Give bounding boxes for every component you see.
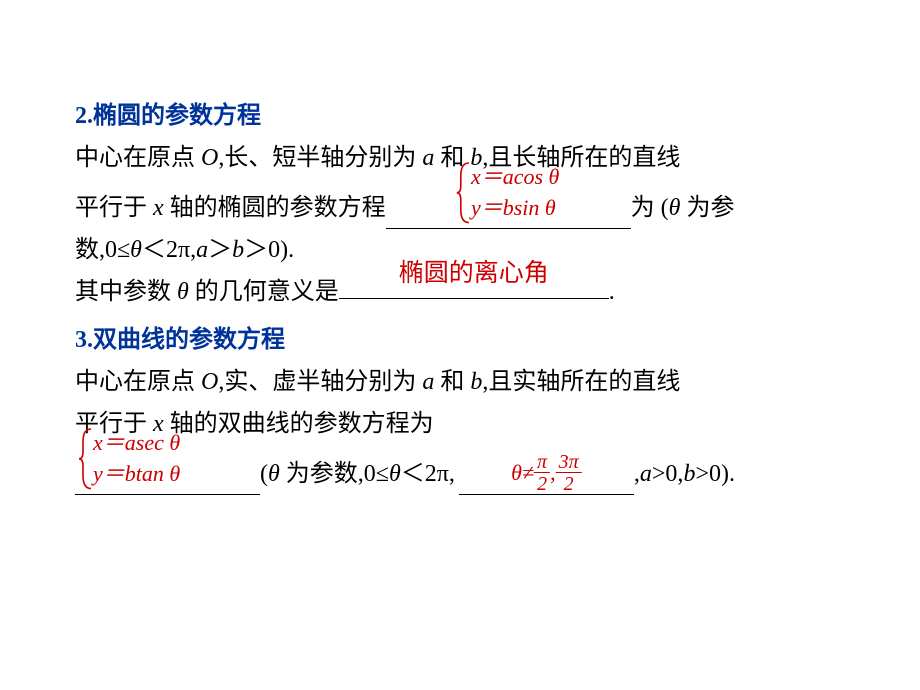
blank-hyperbola-eq: x＝asec θ y＝btan θ xyxy=(75,469,260,495)
var-theta: θ xyxy=(268,461,280,487)
text: 为 ( xyxy=(631,195,669,221)
var-theta: θ xyxy=(177,279,189,305)
text: 中心在原点 xyxy=(75,145,201,171)
text: 为参数,0≤ xyxy=(280,461,389,487)
text: ＞ xyxy=(208,237,232,263)
heading-2: 2.椭圆的参数方程 xyxy=(75,95,845,137)
text: 数,0≤ xyxy=(75,237,130,263)
text: 轴的椭圆的参数方程 xyxy=(164,195,386,221)
denominator: 2 xyxy=(534,473,550,494)
text: 为参 xyxy=(680,195,734,221)
numerator: π xyxy=(534,452,550,473)
text: ＜2π, xyxy=(401,461,455,487)
text: >0, xyxy=(652,461,684,487)
var-b: b xyxy=(470,369,482,395)
eccentric-angle-answer: 椭圆的离心角 xyxy=(399,252,549,296)
section-hyperbola: 3.双曲线的参数方程 中心在原点 O,实、虚半轴分别为 a 和 b,且实轴所在的… xyxy=(75,319,845,495)
theta-exclusion-answer: θ≠ π 2 , 3π 2 xyxy=(511,451,581,494)
blank-theta-exclusion: θ≠ π 2 , 3π 2 xyxy=(459,469,634,495)
eq-x: x＝acos θ xyxy=(471,162,559,193)
eq-y: y＝bsin θ xyxy=(471,193,559,224)
frac-3pi-2: 3π 2 xyxy=(556,452,582,494)
var-theta: θ xyxy=(130,237,142,263)
var-x: x xyxy=(153,195,164,221)
eq-x: x＝asec θ xyxy=(93,428,180,459)
blank-eccentric: 椭圆的离心角 xyxy=(339,273,609,299)
hyperbola-parametric-eq: x＝asec θ y＝btan θ xyxy=(75,428,180,490)
hyperbola-line2: 平行于 x 轴的双曲线的参数方程为 xyxy=(75,403,845,445)
eq-y: y＝btan θ xyxy=(93,459,180,490)
hyperbola-line1: 中心在原点 O,实、虚半轴分别为 a 和 b,且实轴所在的直线 xyxy=(75,361,845,403)
blank-ellipse-eq: x＝acos θ y＝bsin θ xyxy=(386,203,631,229)
text: . xyxy=(609,279,615,305)
text: 轴的双曲线的参数方程为 xyxy=(164,411,434,437)
frac-pi-2: π 2 xyxy=(534,452,550,494)
var-theta: θ xyxy=(669,195,681,221)
var-O: O xyxy=(201,369,218,395)
var-b: b xyxy=(232,237,244,263)
var-a: a xyxy=(422,145,434,171)
text: 其中参数 xyxy=(75,279,177,305)
ellipse-line2: 平行于 x 轴的椭圆的参数方程 x＝acos θ y＝bsin θ 为 (θ 为… xyxy=(75,187,845,229)
hyperbola-line3: x＝asec θ y＝btan θ (θ 为参数,0≤θ＜2π, θ≠ π 2 … xyxy=(75,453,845,495)
text: 平行于 xyxy=(75,195,153,221)
text: ,且实轴所在的直线 xyxy=(482,369,680,395)
text: ,实、虚半轴分别为 xyxy=(218,369,422,395)
text: ( xyxy=(260,461,268,487)
ellipse-line4: 其中参数 θ 的几何意义是 椭圆的离心角 . xyxy=(75,271,845,313)
text: 和 xyxy=(434,369,470,395)
eq-prefix: θ≠ xyxy=(511,460,534,485)
section-ellipse: 2.椭圆的参数方程 中心在原点 O,长、短半轴分别为 a 和 b,且长轴所在的直… xyxy=(75,95,845,313)
denominator: 2 xyxy=(556,473,582,494)
var-b: b xyxy=(683,461,695,487)
heading-3: 3.双曲线的参数方程 xyxy=(75,319,845,361)
text: 的几何意义是 xyxy=(189,279,339,305)
numerator: 3π xyxy=(556,452,582,473)
text: >0). xyxy=(695,461,735,487)
text: 中心在原点 xyxy=(75,369,201,395)
var-a: a xyxy=(640,461,652,487)
var-theta: θ xyxy=(389,461,401,487)
text: ,长、短半轴分别为 xyxy=(218,145,422,171)
text: ＜2π, xyxy=(142,237,196,263)
text: ＞0). xyxy=(244,237,294,263)
var-a: a xyxy=(196,237,208,263)
var-a: a xyxy=(422,369,434,395)
var-O: O xyxy=(201,145,218,171)
ellipse-parametric-eq: x＝acos θ y＝bsin θ xyxy=(457,162,559,224)
